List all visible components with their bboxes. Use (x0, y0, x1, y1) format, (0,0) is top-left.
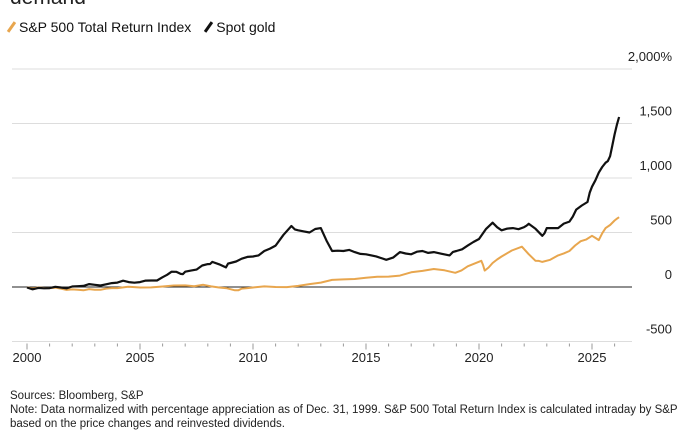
chart-title-fragment: demand (10, 0, 86, 10)
legend-label-gold: Spot gold (216, 19, 276, 35)
y-tick-label: -500 (646, 322, 672, 337)
x-tick-label: 2000 (13, 350, 42, 365)
y-tick-label: 1,000 (639, 158, 672, 173)
y-tick-label: 0 (665, 267, 672, 282)
y-tick-label: 500 (650, 213, 672, 228)
x-tick-label: 2010 (239, 350, 268, 365)
y-tick-label: 2,000% (628, 49, 673, 64)
x-tick-label: 2020 (465, 350, 494, 365)
legend: S&P 500 Total Return Index Spot gold (6, 19, 285, 35)
note-text: Note: Data normalized with percentage ap… (10, 404, 678, 430)
x-tick-label: 2005 (126, 350, 155, 365)
legend-label-sp500: S&P 500 Total Return Index (19, 19, 192, 35)
series-line-spot-gold (26, 116, 621, 291)
legend-item-sp500: S&P 500 Total Return Index (6, 19, 192, 35)
footnotes: Sources: Bloomberg, S&P Note: Data norma… (10, 389, 680, 431)
x-tick-label: 2015 (352, 350, 381, 365)
series-line-sp500 (26, 216, 620, 292)
legend-item-gold: Spot gold (204, 19, 276, 35)
x-tick-label: 2025 (578, 350, 607, 365)
sources-text: Sources: Bloomberg, S&P (10, 390, 144, 402)
y-tick-label: 1,500 (639, 104, 672, 119)
